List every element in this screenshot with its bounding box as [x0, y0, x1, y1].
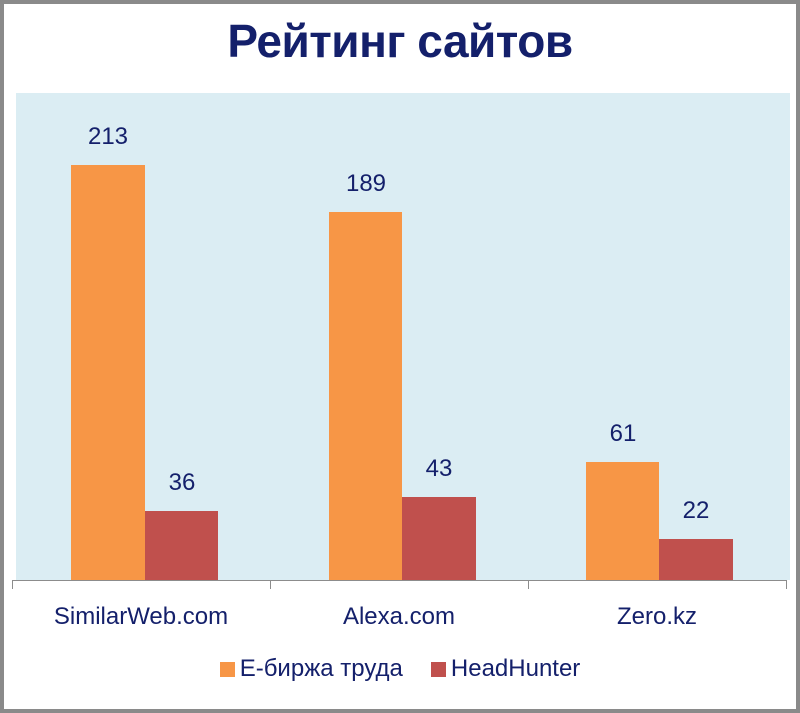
data-label: 213: [87, 123, 129, 150]
category-label: Zero.kz: [616, 603, 697, 630]
bar-alexa-headhunter: [402, 497, 476, 580]
data-label: 61: [609, 420, 637, 447]
category-label: Alexa.com: [342, 603, 456, 630]
legend-item-ebirzha: Е-биржа труда: [219, 655, 403, 683]
legend-swatch-red: [430, 661, 446, 677]
legend-label: HeadHunter: [450, 655, 581, 682]
x-axis-tick: [528, 580, 529, 589]
bar-alexa-ebirzha: [329, 212, 402, 580]
x-axis-tick: [786, 580, 787, 589]
legend: Е-биржа труда HeadHunter: [0, 655, 800, 683]
data-label: 36: [168, 469, 196, 496]
x-axis-tick: [12, 580, 13, 589]
legend-label: Е-биржа труда: [239, 655, 403, 682]
bar-similarweb-ebirzha: [71, 165, 145, 580]
x-axis: [12, 580, 786, 581]
category-label: SimilarWeb.com: [53, 603, 229, 630]
data-label: 43: [425, 455, 453, 482]
bar-zero-headhunter: [659, 539, 733, 580]
legend-swatch-orange: [219, 661, 235, 677]
chart-title: Рейтинг сайтов: [227, 15, 573, 67]
x-axis-tick: [270, 580, 271, 589]
data-label: 22: [682, 497, 710, 524]
legend-item-headhunter: HeadHunter: [430, 655, 581, 683]
bar-similarweb-headhunter: [145, 511, 218, 580]
bar-zero-ebirzha: [586, 462, 659, 580]
data-label: 189: [345, 170, 387, 197]
